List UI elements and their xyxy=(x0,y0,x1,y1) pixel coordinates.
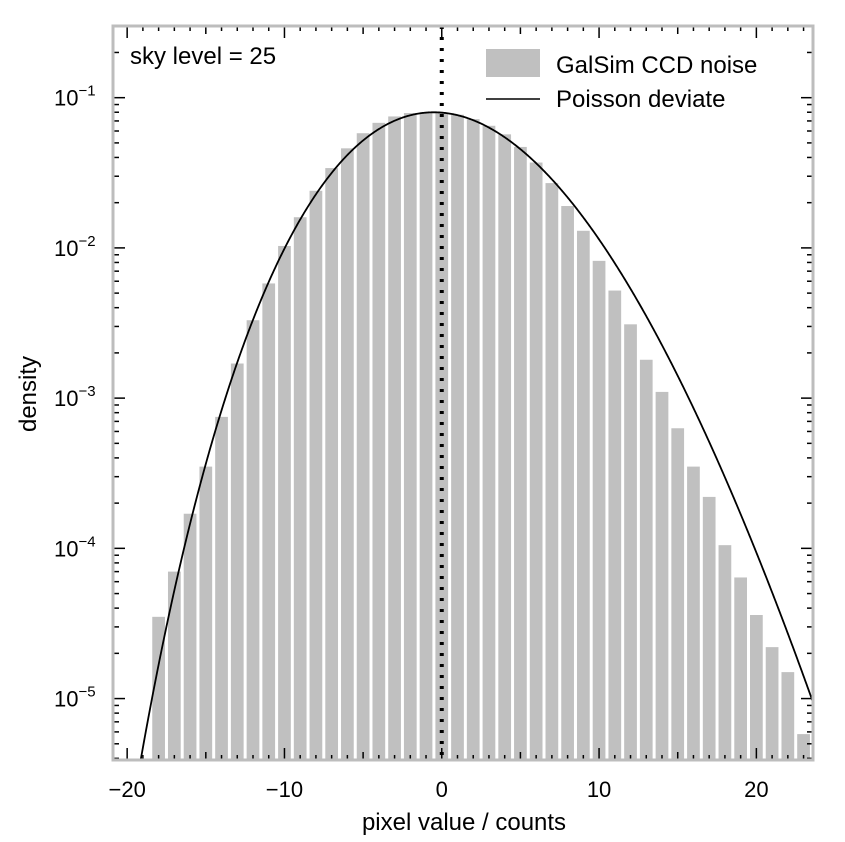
x-tick-labels: −20 −10 0 10 20 xyxy=(108,777,768,802)
histogram-bar xyxy=(797,734,810,760)
histogram-bar xyxy=(482,125,496,761)
legend-label-curve: Poisson deviate xyxy=(556,86,725,113)
y-tick-label: 10−4 xyxy=(54,533,96,561)
histogram-bar xyxy=(309,190,323,760)
histogram-bar xyxy=(388,116,401,761)
histogram-bar xyxy=(325,168,339,760)
histogram-bar xyxy=(435,113,449,760)
x-tick-label: 20 xyxy=(744,777,768,802)
histogram-bar xyxy=(608,290,622,760)
histogram-bar xyxy=(529,162,543,761)
y-axis-title: density xyxy=(15,356,42,432)
legend: GalSim CCD noise Poisson deviate xyxy=(486,49,757,113)
histogram-bar xyxy=(451,114,464,761)
histogram-bar xyxy=(734,577,748,760)
histogram-bar xyxy=(592,260,606,760)
x-tick-label: 10 xyxy=(587,777,611,802)
x-axis-title: pixel value / counts xyxy=(362,809,566,836)
poisson-curve-layer xyxy=(139,111,814,762)
legend-label-histogram: GalSim CCD noise xyxy=(556,52,757,79)
y-tick-label: 10−5 xyxy=(54,684,96,712)
histogram-bar xyxy=(372,122,386,760)
histogram-bar xyxy=(293,217,307,761)
histogram-bar xyxy=(230,363,244,760)
y-tick-label: 10−1 xyxy=(54,83,96,111)
histogram-bar xyxy=(624,324,637,760)
histogram-bar xyxy=(403,113,417,760)
histogram-bar xyxy=(498,134,512,760)
y-tick-labels: 10−1 10−2 10−3 10−4 10−5 xyxy=(54,83,96,712)
histogram-bar xyxy=(576,230,590,761)
histogram-bar xyxy=(561,206,574,761)
histogram-bar xyxy=(356,133,370,760)
x-tick-label: 0 xyxy=(436,777,448,802)
histogram-bar xyxy=(262,283,276,760)
histogram-bar xyxy=(466,119,480,761)
histogram-bar xyxy=(765,647,779,760)
histogram-bar xyxy=(246,320,260,760)
histogram-bar xyxy=(278,245,291,760)
x-tick-label: −10 xyxy=(266,777,303,802)
plot-frame xyxy=(111,24,815,762)
y-tick-label: 10−2 xyxy=(54,233,96,261)
histogram-bar xyxy=(718,545,732,760)
histogram-bar xyxy=(419,112,433,761)
histogram-bar xyxy=(167,571,181,760)
histogram-bar xyxy=(199,466,213,760)
histogram-bar xyxy=(687,466,700,760)
histogram-bar xyxy=(183,513,197,760)
histogram-bar xyxy=(514,146,527,760)
y-tick-label: 10−3 xyxy=(54,383,96,411)
legend-swatch-histogram xyxy=(486,49,540,77)
histogram-bar xyxy=(639,359,653,760)
x-tick-label: −20 xyxy=(108,777,145,802)
histogram-bar xyxy=(655,391,669,760)
histogram-bar xyxy=(702,496,716,760)
poisson-curve xyxy=(139,111,814,762)
histogram-bar xyxy=(750,614,763,760)
histogram-bar xyxy=(545,183,559,761)
sky-level-annotation: sky level = 25 xyxy=(130,43,276,70)
histogram-bar xyxy=(215,416,228,760)
histogram-bars xyxy=(152,112,810,761)
histogram-bar xyxy=(671,428,685,760)
histogram-bar xyxy=(341,148,354,761)
histogram-bar xyxy=(781,672,795,760)
